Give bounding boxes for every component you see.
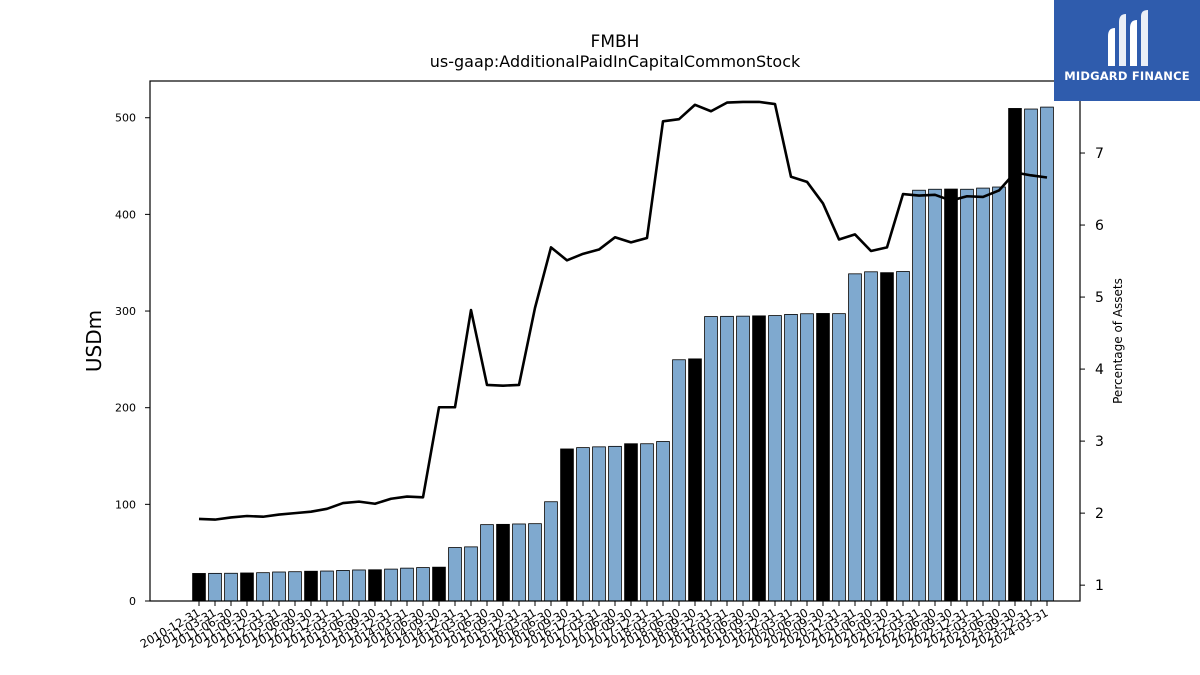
- y-tick-label: 100: [115, 498, 136, 511]
- y-axis-label: USDm: [82, 310, 106, 372]
- bar: [912, 189, 926, 602]
- bar: [368, 569, 382, 602]
- bar: [400, 567, 414, 602]
- brand-logo: MIDGARD FINANCE: [1054, 0, 1200, 101]
- y-tick-label: 200: [115, 402, 136, 415]
- y-tick-label: 300: [115, 305, 136, 318]
- bar: [480, 524, 494, 602]
- y2-tick-label: 6: [1095, 218, 1104, 234]
- bar: [256, 572, 270, 602]
- bar: [672, 359, 686, 602]
- y2-axis-label: Percentage of Assets: [1111, 278, 1125, 404]
- bar: [864, 271, 878, 602]
- bar: [304, 570, 318, 602]
- bar: [512, 523, 526, 602]
- bar: [880, 272, 894, 602]
- y-tick-label: 400: [115, 208, 136, 221]
- bar: [608, 445, 622, 602]
- bar: [288, 571, 302, 602]
- bar: [544, 501, 558, 602]
- bar: [416, 567, 430, 602]
- bar: [352, 569, 366, 602]
- bar: [768, 315, 782, 602]
- bar: [720, 315, 734, 602]
- bar: [384, 568, 398, 602]
- bar: [640, 443, 654, 602]
- bar: [976, 187, 990, 602]
- bar: [688, 358, 702, 602]
- bar: [960, 188, 974, 602]
- bar: [800, 313, 814, 602]
- chart-title: FMBH: [590, 32, 640, 52]
- bar: [576, 447, 590, 602]
- y2-tick-label: 4: [1095, 362, 1104, 378]
- bar: [848, 273, 862, 602]
- bar: [1008, 108, 1022, 602]
- y2-tick-label: 3: [1095, 434, 1104, 450]
- bar: [496, 523, 510, 602]
- bar: [704, 316, 718, 602]
- bar: [656, 441, 670, 602]
- bar: [560, 448, 574, 602]
- chart-subtitle: us-gaap:AdditionalPaidInCapitalCommonSto…: [429, 52, 801, 71]
- logo-text: MIDGARD FINANCE: [1064, 69, 1190, 83]
- bar: [992, 186, 1006, 602]
- bar: [192, 573, 206, 602]
- bar: [832, 313, 846, 602]
- bar: [928, 188, 942, 602]
- logo-icon: [1108, 10, 1148, 66]
- y2-tick-label: 1: [1095, 578, 1104, 594]
- y2-tick-label: 5: [1095, 290, 1104, 306]
- bar: [1040, 106, 1054, 602]
- bar: [208, 572, 222, 602]
- series-line: [198, 100, 1048, 521]
- bar: [448, 547, 462, 602]
- bar: [752, 315, 766, 602]
- bar: [432, 566, 446, 602]
- bar: [736, 315, 750, 602]
- bar: [464, 546, 478, 602]
- y-tick-label: 0: [129, 595, 136, 608]
- bar: [784, 314, 798, 602]
- bar: [624, 443, 638, 602]
- y2-tick-label: 2: [1095, 506, 1104, 522]
- bar: [592, 446, 606, 602]
- y2-tick-label: 7: [1095, 146, 1104, 162]
- bar: [1024, 108, 1038, 602]
- bar: [528, 523, 542, 602]
- bar: [896, 271, 910, 602]
- bar: [240, 572, 254, 602]
- bar: [944, 188, 958, 602]
- bar: [224, 572, 238, 602]
- bar: [272, 571, 286, 602]
- bar: [336, 570, 350, 602]
- y-tick-label: 500: [115, 112, 136, 125]
- bar: [816, 313, 830, 602]
- bar: [320, 570, 334, 602]
